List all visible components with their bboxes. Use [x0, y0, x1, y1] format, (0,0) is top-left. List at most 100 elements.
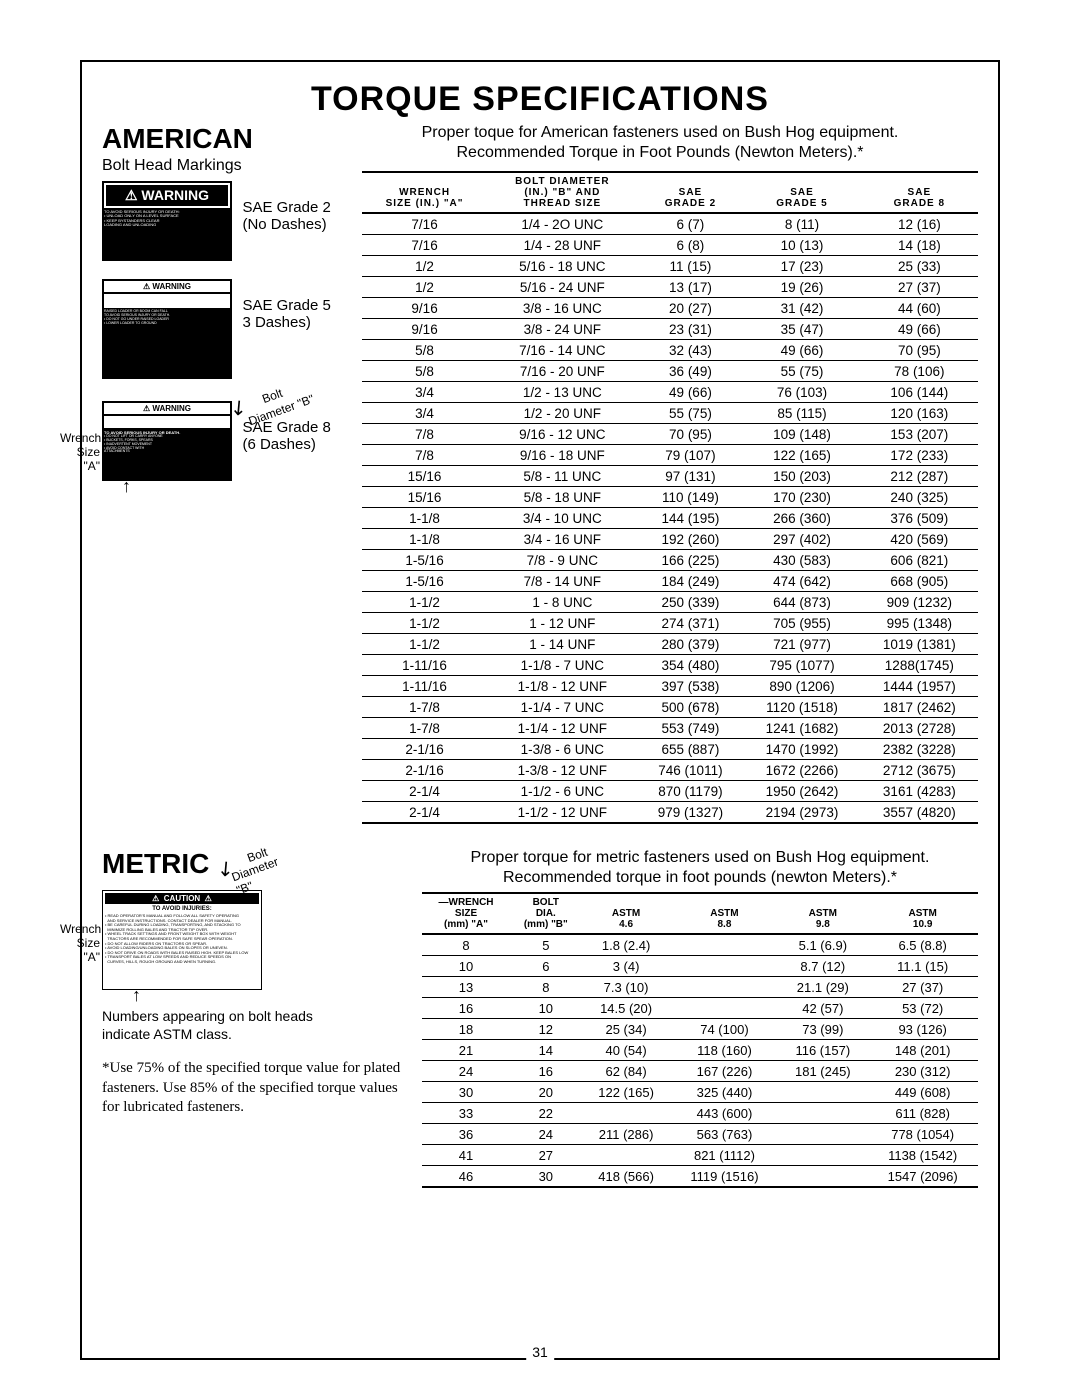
- table-cell: 8: [422, 934, 510, 956]
- table-cell: 109 (148): [743, 424, 860, 445]
- table-cell: 166 (225): [638, 550, 744, 571]
- table-cell: 1-7/8: [362, 718, 487, 739]
- up-arrow-icon: ↑: [122, 476, 131, 497]
- size-a-label: Size "A": [77, 445, 100, 473]
- table-cell: 42 (57): [778, 998, 867, 1019]
- table-cell: 8.7 (12): [778, 956, 867, 977]
- table-cell: 909 (1232): [861, 592, 978, 613]
- grade-2-text: SAE Grade 2: [242, 199, 330, 216]
- table-cell: 192 (260): [638, 529, 744, 550]
- table-cell: 870 (1179): [638, 781, 744, 802]
- table-cell: 11 (15): [638, 256, 744, 277]
- mcol-astm109: ASTM10.9: [867, 893, 978, 934]
- table-cell: 795 (1077): [743, 655, 860, 676]
- table-cell: 15/16: [362, 466, 487, 487]
- table-cell: 5/8: [362, 340, 487, 361]
- table-cell: 1 - 14 UNF: [487, 634, 637, 655]
- metric-wrench-label: Wrench: [60, 922, 101, 936]
- table-cell: 7/16 - 20 UNF: [487, 361, 637, 382]
- table-cell: 22: [510, 1103, 582, 1124]
- table-row: 1-7/81-1/4 - 12 UNF553 (749)1241 (1682)2…: [362, 718, 978, 739]
- table-cell: 24: [510, 1124, 582, 1145]
- table-cell: 19 (26): [743, 277, 860, 298]
- table-cell: 1-1/8: [362, 529, 487, 550]
- table-cell: 27: [510, 1145, 582, 1166]
- table-cell: 33: [422, 1103, 510, 1124]
- table-cell: 1-1/8 - 12 UNF: [487, 676, 637, 697]
- grade-8-block: Wrench Size "A" ⚠ WARNING TO AVOID SERIO…: [102, 401, 354, 481]
- table-cell: 20 (27): [638, 298, 744, 319]
- table-cell: 3/8 - 16 UNC: [487, 298, 637, 319]
- table-row: 1/25/16 - 24 UNF13 (17)19 (26)27 (37): [362, 277, 978, 298]
- table-cell: 7/8 - 14 UNF: [487, 571, 637, 592]
- table-cell: 106 (144): [861, 382, 978, 403]
- table-cell: 70 (95): [638, 424, 744, 445]
- table-row: 7/89/16 - 12 UNC70 (95)109 (148)153 (207…: [362, 424, 978, 445]
- table-cell: 44 (60): [861, 298, 978, 319]
- table-cell: 721 (977): [743, 634, 860, 655]
- table-cell: 3161 (4283): [861, 781, 978, 802]
- astm-note-2: indicate ASTM class.: [102, 1026, 232, 1042]
- table-cell: 705 (955): [743, 613, 860, 634]
- table-cell: 5/16 - 18 UNC: [487, 256, 637, 277]
- table-cell: 49 (66): [743, 340, 860, 361]
- table-cell: 1-1/2: [362, 634, 487, 655]
- table-row: 1-1/21 - 14 UNF280 (379)721 (977)1019 (1…: [362, 634, 978, 655]
- mcol-astm88: ASTM8.8: [671, 893, 779, 934]
- table-cell: 14: [510, 1040, 582, 1061]
- table-cell: 184 (249): [638, 571, 744, 592]
- table-cell: 1-1/2: [362, 613, 487, 634]
- table-cell: 1-3/8 - 12 UNF: [487, 760, 637, 781]
- table-row: 1-5/167/8 - 14 UNF184 (249)474 (642)668 …: [362, 571, 978, 592]
- table-cell: 25 (34): [582, 1019, 671, 1040]
- table-cell: [671, 998, 779, 1019]
- table-row: 15/165/8 - 11 UNC97 (131)150 (203)212 (2…: [362, 466, 978, 487]
- table-cell: 3557 (4820): [861, 802, 978, 824]
- mcol-bolt: BOLTDIA.(mm) "B": [510, 893, 582, 934]
- table-row: 7/161/4 - 2O UNC6 (7)8 (11)12 (16): [362, 213, 978, 235]
- table-cell: 11.1 (15): [867, 956, 978, 977]
- table-cell: 110 (149): [638, 487, 744, 508]
- wrench-label: Wrench: [60, 431, 101, 445]
- table-row: 3/41/2 - 20 UNF55 (75)85 (115)120 (163): [362, 403, 978, 424]
- table-cell: 6.5 (8.8): [867, 934, 978, 956]
- table-cell: 153 (207): [861, 424, 978, 445]
- table-cell: 778 (1054): [867, 1124, 978, 1145]
- table-cell: 274 (371): [638, 613, 744, 634]
- table-cell: 2194 (2973): [743, 802, 860, 824]
- table-cell: 250 (339): [638, 592, 744, 613]
- table-cell: 1-1/2 - 12 UNF: [487, 802, 637, 824]
- caution-triangle-icon: ⚠: [152, 894, 159, 903]
- table-row: 1-1/21 - 8 UNC250 (339)644 (873)909 (123…: [362, 592, 978, 613]
- warning-placard-2: ⚠ WARNING RAISED LOADER OR BOOM CAN FALL…: [102, 279, 232, 379]
- table-cell: 18: [422, 1019, 510, 1040]
- table-row: 2-1/41-1/2 - 6 UNC870 (1179)1950 (2642)3…: [362, 781, 978, 802]
- warning-placard-3: ⚠ WARNING TO AVOID SERIOUS INJURY OR DEA…: [102, 401, 232, 481]
- torque-footnote: *Use 75% of the specified torque value f…: [102, 1059, 410, 1118]
- table-cell: 655 (887): [638, 739, 744, 760]
- table-row: 1-7/81-1/4 - 7 UNC500 (678)1120 (1518)18…: [362, 697, 978, 718]
- table-cell: 14 (18): [861, 235, 978, 256]
- american-left-column: AMERICAN Bolt Head Markings ⚠ WARNING TO…: [102, 123, 362, 824]
- table-cell: 1-1/8: [362, 508, 487, 529]
- table-cell: 5: [510, 934, 582, 956]
- metric-intro: Proper torque for metric fasteners used …: [422, 848, 978, 888]
- table-cell: 449 (608): [867, 1082, 978, 1103]
- table-cell: 70 (95): [861, 340, 978, 361]
- table-cell: 8 (11): [743, 213, 860, 235]
- table-cell: 25 (33): [861, 256, 978, 277]
- metric-left-column: METRIC Bolt Diameter "B" ↙ Wrench Size "…: [102, 848, 422, 1188]
- table-cell: 2382 (3228): [861, 739, 978, 760]
- table-cell: 181 (245): [778, 1061, 867, 1082]
- metric-intro-1: Proper torque for metric fasteners used …: [471, 849, 930, 866]
- intro-line-1: Proper toque for American fasteners used…: [422, 124, 899, 141]
- table-cell: 15/16: [362, 487, 487, 508]
- metric-heading: METRIC: [102, 848, 209, 880]
- table-cell: 5.1 (6.9): [778, 934, 867, 956]
- table-row: 1/25/16 - 18 UNC11 (15)17 (23)25 (33): [362, 256, 978, 277]
- table-row: 3322443 (600)611 (828): [422, 1103, 978, 1124]
- grade-5-sub: 3 Dashes): [242, 314, 310, 331]
- table-cell: 3/8 - 24 UNF: [487, 319, 637, 340]
- metric-torque-table: —WRENCHSIZE(mm) "A" BOLTDIA.(mm) "B" AST…: [422, 892, 978, 1188]
- warning-triangle-icon: ⚠: [143, 404, 150, 413]
